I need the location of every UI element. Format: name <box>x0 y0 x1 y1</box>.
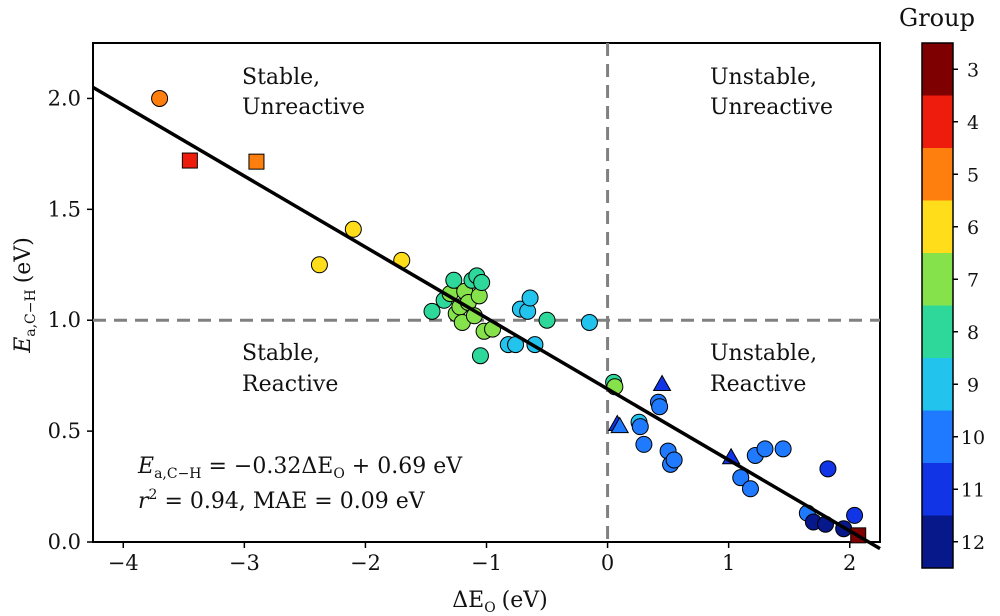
x-tick-label: 2 <box>843 551 856 575</box>
colorbar-title: Group <box>899 4 975 32</box>
region-label-unstable-unreactive: Unstable, <box>710 65 817 90</box>
region-label-unstable-unreactive-line2: Unreactive <box>710 95 833 120</box>
colorbar-segment <box>922 410 953 464</box>
data-point-circle <box>631 418 649 436</box>
y-tick-label: 1.0 <box>48 308 81 332</box>
x-tick-label: −3 <box>229 551 260 575</box>
data-point-circle <box>732 469 750 487</box>
y-tick-label: 1.5 <box>48 197 81 221</box>
data-point-triangle <box>610 416 630 434</box>
region-label-unstable-reactive-line2: Reactive <box>710 372 806 397</box>
x-axis-title: ΔEO (eV) <box>452 588 548 616</box>
colorbar-frame <box>921 42 954 569</box>
data-point-circle <box>665 451 683 469</box>
plot-area: −4 −3 −2 −1 0 1 2 0.0 0.5 1.0 1.5 2.0 Stable, Unre… <box>11 42 881 616</box>
colorbar-segment <box>922 253 953 306</box>
region-label-stable-reactive: Stable, <box>242 341 320 366</box>
colorbar-tick-label: 3 <box>967 59 979 81</box>
y-tick-label: 0.0 <box>48 530 81 554</box>
data-point-circle <box>471 347 489 365</box>
data-point-circle <box>651 398 669 416</box>
colorbar-tick-label: 12 <box>961 532 985 554</box>
x-tick-label: 1 <box>722 551 735 575</box>
data-point-circle <box>473 274 491 292</box>
y-axis-ticks: 0.0 0.5 1.0 1.5 2.0 <box>48 86 93 554</box>
colorbar-segment <box>922 358 953 411</box>
fit-equation: Ea,C−H = −0.32ΔEO + 0.69 eV <box>137 454 463 482</box>
y-axis-title: Ea,C−H(eV) <box>11 237 39 354</box>
y-tick-label: 2.0 <box>48 86 81 110</box>
data-point-circle <box>151 89 169 107</box>
colorbar-tick-label: 5 <box>967 164 979 186</box>
colorbar-ticks: 3 4 5 6 7 8 9 10 11 12 <box>953 59 985 554</box>
fit-statistics: r2 = 0.94, MAE = 0.09 eV <box>138 487 426 514</box>
colorbar: Group 3 4 5 6 7 8 9 10 11 12 <box>899 4 985 569</box>
colorbar-tick-label: 9 <box>967 374 979 396</box>
data-point-square <box>181 152 198 169</box>
x-tick-label: −1 <box>471 551 502 575</box>
colorbar-segment <box>922 148 953 201</box>
colorbar-segment <box>922 463 953 516</box>
colorbar-segment <box>922 200 953 254</box>
y-tick-label: 0.5 <box>48 419 81 443</box>
x-tick-label: −2 <box>350 551 381 575</box>
fit-line <box>92 85 881 551</box>
data-point-circle <box>423 302 441 320</box>
region-label-stable-unreactive-line2: Unreactive <box>242 95 365 120</box>
colorbar-tick-label: 4 <box>967 112 979 134</box>
colorbar-tick-label: 6 <box>967 217 979 239</box>
data-point-circle <box>538 311 556 329</box>
region-label-unstable-reactive: Unstable, <box>710 341 817 366</box>
colorbar-tick-label: 11 <box>961 479 985 501</box>
x-tick-label: −4 <box>108 551 139 575</box>
data-point-circle <box>774 440 792 458</box>
data-point-circle <box>580 313 598 331</box>
data-point-circle <box>521 289 539 307</box>
colorbar-segment <box>922 95 953 149</box>
region-label-stable-unreactive: Stable, <box>242 65 320 90</box>
data-point-circle <box>756 440 774 458</box>
x-axis-ticks: −4 −3 −2 −1 0 1 2 <box>108 542 856 575</box>
colorbar-tick-label: 10 <box>961 427 985 449</box>
colorbar-tick-label: 7 <box>967 269 979 291</box>
x-tick-label: 0 <box>601 551 614 575</box>
region-label-stable-reactive-line2: Reactive <box>242 372 338 397</box>
data-point-circle <box>741 480 759 498</box>
data-point-circle <box>310 256 328 274</box>
colorbar-segment <box>922 305 953 359</box>
colorbar-segment <box>922 43 953 96</box>
data-point-circle <box>344 220 362 238</box>
data-point-circle <box>445 271 463 289</box>
data-point-circle <box>846 506 864 524</box>
data-point-circle <box>819 460 837 478</box>
colorbar-segment <box>922 515 953 569</box>
data-point-triangle <box>652 374 672 392</box>
colorbar-tick-label: 8 <box>967 322 979 344</box>
data-point-circle <box>635 435 653 453</box>
data-point-square <box>248 153 265 170</box>
colorbar-segments <box>922 43 953 569</box>
